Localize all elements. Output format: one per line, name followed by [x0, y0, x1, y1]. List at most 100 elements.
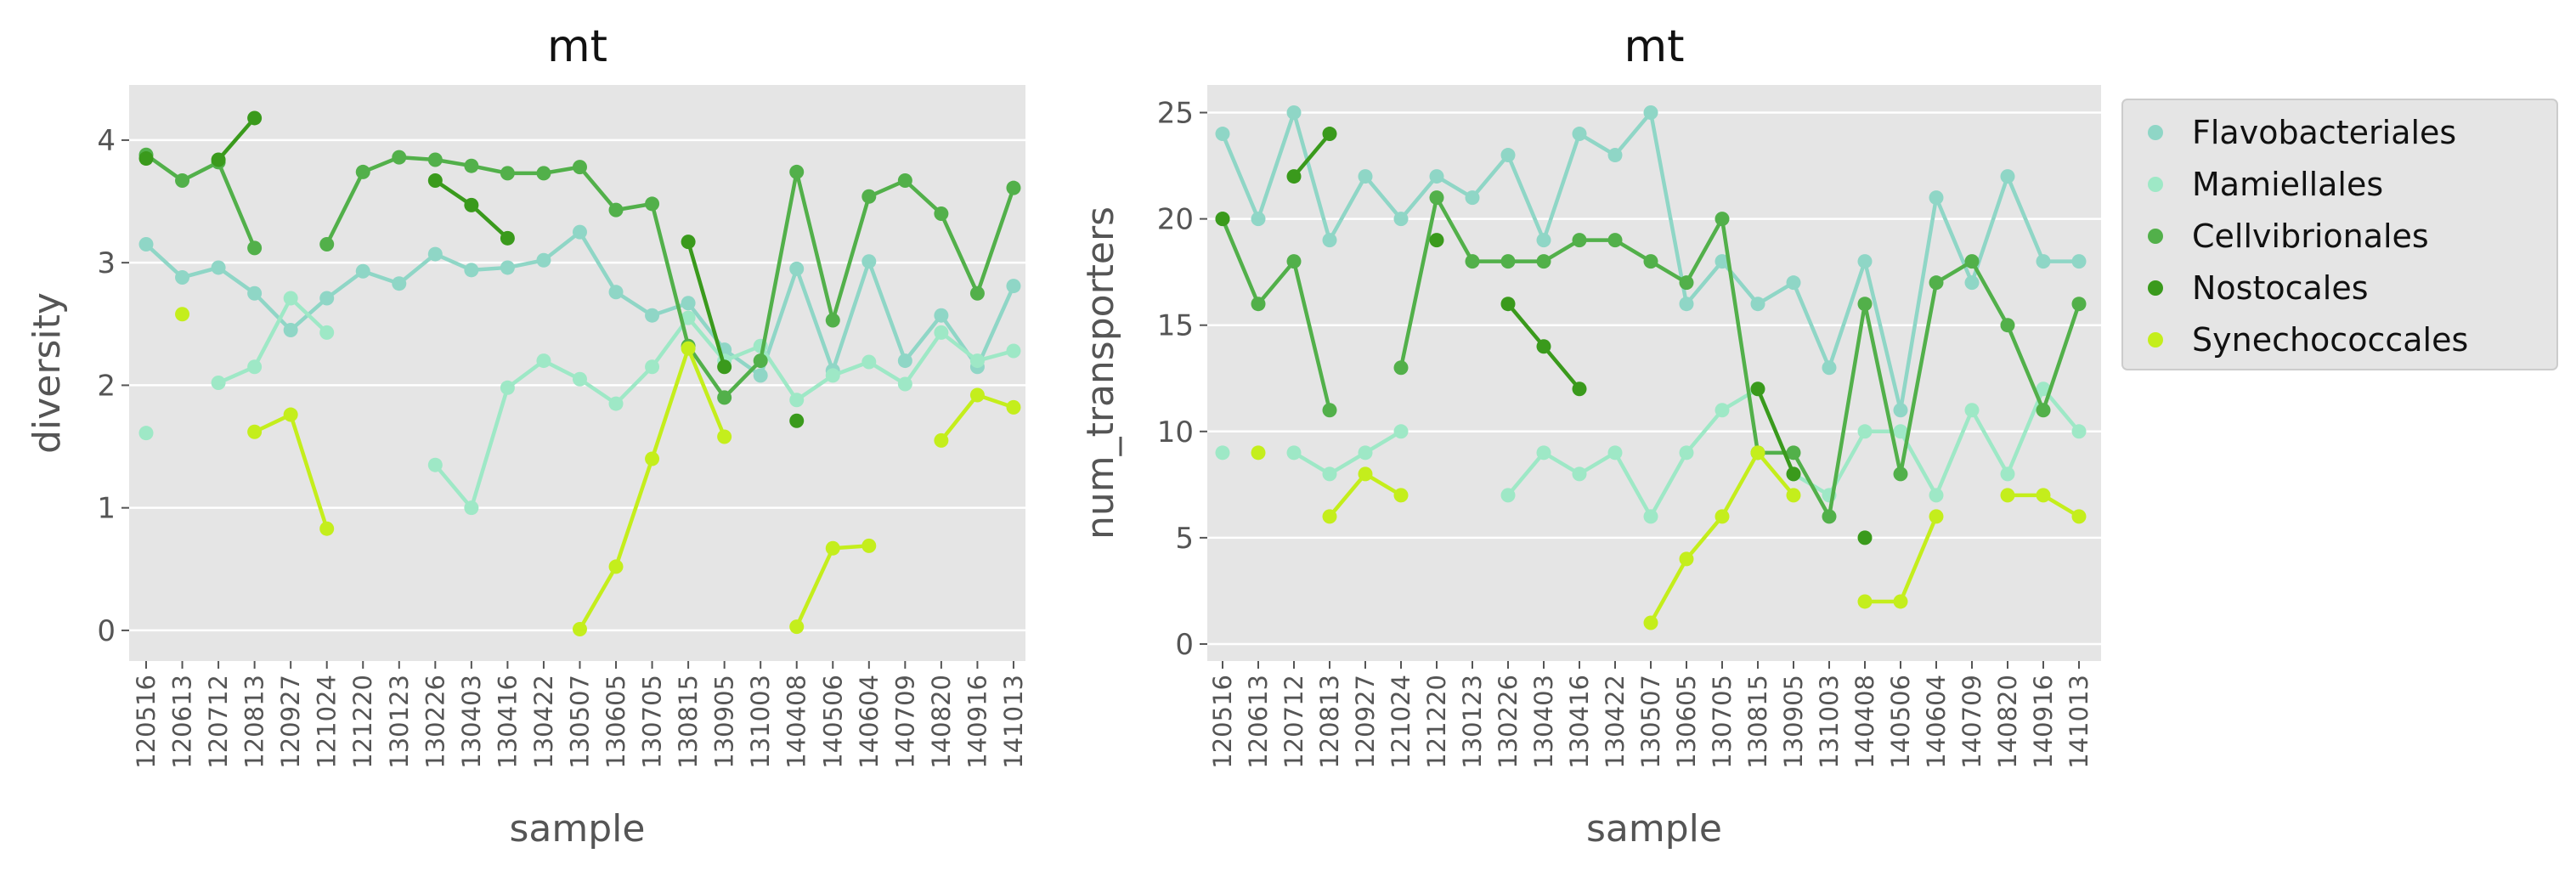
- data-point: [861, 254, 877, 269]
- data-point: [1286, 445, 1302, 461]
- data-point: [1322, 403, 1337, 418]
- data-point: [934, 325, 949, 340]
- data-point: [427, 246, 443, 262]
- y-tick-label: 25: [1157, 97, 1194, 131]
- series-line: [1220, 218, 1332, 411]
- series-line: [1292, 133, 1331, 178]
- data-point: [247, 285, 263, 301]
- data-point: [464, 158, 479, 173]
- x-tick-label: 140709: [890, 675, 919, 769]
- series-line: [1755, 387, 1796, 475]
- x-tick-label: 120712: [204, 675, 233, 769]
- data-point: [1429, 190, 1444, 206]
- data-point: [1929, 488, 1944, 503]
- y-tick-label: 15: [1157, 309, 1194, 343]
- data-point: [1929, 275, 1944, 291]
- x-tick-label: 130905: [710, 675, 739, 769]
- x-tick-label: 121024: [1387, 675, 1415, 769]
- x-tick-label: 130705: [1708, 675, 1737, 769]
- data-point: [1822, 509, 1837, 524]
- series-synechococcales: [175, 307, 1021, 636]
- data-point: [645, 308, 660, 323]
- data-point: [1572, 466, 1587, 482]
- data-point: [138, 151, 154, 167]
- plot-area: [1207, 85, 2101, 661]
- data-point: [608, 202, 624, 218]
- data-point: [427, 457, 443, 472]
- data-point: [2000, 466, 2015, 482]
- data-point: [319, 325, 335, 340]
- data-point: [1215, 445, 1230, 461]
- data-point: [247, 359, 263, 375]
- data-point: [1715, 212, 1730, 227]
- data-point: [1215, 127, 1230, 142]
- data-point: [572, 224, 587, 240]
- series-line: [217, 296, 329, 385]
- data-point: [2036, 381, 2051, 397]
- series-nostocales: [138, 110, 805, 428]
- x-axis: 120516 120613 120712 120813 120927 121024 1212…: [1208, 661, 2093, 769]
- x-tick-label: 130403: [457, 675, 486, 769]
- data-point: [1893, 594, 1908, 609]
- series-line: [1292, 429, 1403, 477]
- data-point: [355, 263, 370, 279]
- data-point: [1607, 233, 1623, 248]
- data-point: [1358, 169, 1373, 184]
- data-point: [1786, 488, 1801, 503]
- data-point: [1006, 180, 1021, 195]
- data-point: [464, 197, 479, 212]
- data-point: [1786, 466, 1801, 482]
- data-point: [175, 173, 190, 189]
- data-point: [1251, 445, 1266, 461]
- data-point: [1715, 254, 1730, 269]
- data-point: [1286, 169, 1302, 184]
- x-tick-label: 140916: [2029, 675, 2058, 769]
- data-point: [1857, 254, 1873, 269]
- legend-items: Flavobacteriales Mamiellales Cellvibrional…: [2148, 114, 2468, 359]
- data-point: [1857, 594, 1873, 609]
- y-tick-label: 3: [97, 246, 116, 280]
- chart-title: mt: [1624, 21, 1684, 72]
- data-point: [681, 296, 696, 311]
- x-tick-label: 120927: [1351, 675, 1380, 769]
- data-point: [1679, 275, 1694, 291]
- series-flavobacteriales: [1215, 105, 2087, 418]
- data-point: [861, 354, 877, 370]
- y-tick-label: 2: [97, 369, 116, 403]
- data-point: [1750, 381, 1765, 397]
- data-point: [392, 150, 407, 165]
- data-point: [1643, 615, 1658, 630]
- data-point: [500, 380, 515, 395]
- data-point: [536, 166, 551, 181]
- x-tick-label: 140916: [963, 675, 991, 769]
- series-line: [686, 241, 726, 368]
- data-point: [825, 540, 840, 556]
- data-point: [211, 376, 226, 391]
- data-point: [1857, 530, 1873, 545]
- series-line: [217, 116, 257, 161]
- data-point: [1929, 509, 1944, 524]
- data-point: [861, 189, 877, 204]
- series-layer: [1215, 105, 2087, 630]
- x-tick-label: 131003: [1815, 675, 1844, 769]
- data-point: [247, 424, 263, 439]
- data-point: [1893, 403, 1908, 418]
- x-tick-label: 130123: [385, 675, 414, 769]
- x-tick-label: 140820: [1993, 675, 2022, 769]
- data-point: [1679, 445, 1694, 461]
- data-point: [1429, 169, 1444, 184]
- data-point: [1500, 148, 1516, 163]
- data-point: [1006, 343, 1021, 359]
- x-tick-label: 130416: [493, 675, 522, 769]
- x-tick-label: 121220: [348, 675, 377, 769]
- data-point: [500, 230, 515, 246]
- y-tick-label: 20: [1157, 203, 1194, 237]
- data-point: [2071, 509, 2087, 524]
- x-tick-label: 130123: [1458, 675, 1487, 769]
- legend-label: Mamiellales: [2192, 166, 2383, 203]
- data-point: [1607, 445, 1623, 461]
- data-point: [2071, 297, 2087, 312]
- data-point: [319, 291, 335, 306]
- y-tick-label: 4: [97, 124, 116, 158]
